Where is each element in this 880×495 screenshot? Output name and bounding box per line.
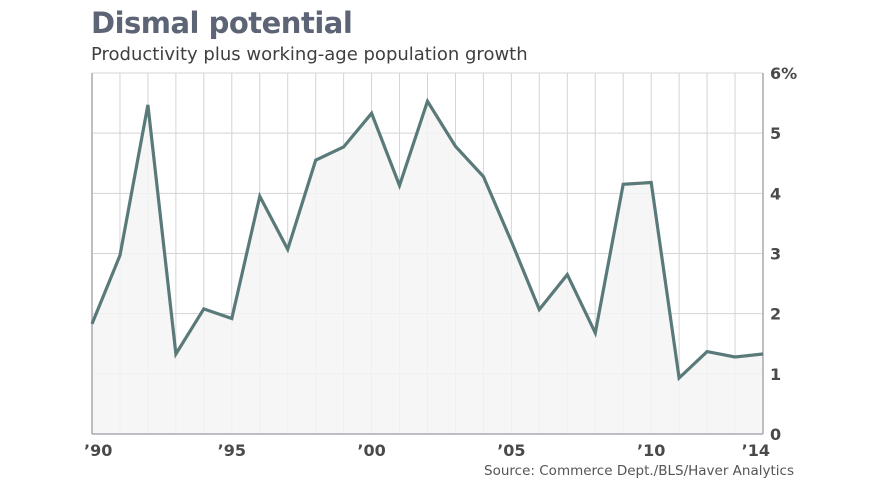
y-tick-label: 3 — [770, 245, 781, 264]
chart-subtitle: Productivity plus working-age population… — [91, 44, 528, 65]
source-note: Source: Commerce Dept./BLS/Haver Analyti… — [484, 463, 794, 479]
x-tick-label: ’05 — [497, 441, 525, 460]
y-tick-label: 1 — [770, 365, 781, 384]
area-fill — [92, 101, 763, 435]
y-tick-label: 4 — [770, 184, 781, 203]
axes — [91, 73, 764, 435]
x-tick-label: ’10 — [637, 441, 665, 460]
x-axis-ticks: ’90 ’95 ’00 ’05 ’10 ’14 — [84, 441, 770, 460]
chart-title: Dismal potential — [91, 6, 353, 40]
x-tick-label: ’00 — [357, 441, 385, 460]
y-tick-label: 2 — [770, 305, 781, 324]
x-tick-label: ’14 — [742, 441, 770, 460]
series-line — [90, 97, 764, 382]
x-tick-label: ’95 — [218, 441, 246, 460]
y-tick-label: 6% — [770, 64, 797, 83]
x-tick-label: ’90 — [84, 441, 112, 460]
y-axis-ticks: 0 1 2 3 4 5 6% — [770, 64, 797, 444]
y-tick-label: 5 — [770, 124, 781, 143]
y-tick-label: 0 — [770, 425, 781, 444]
